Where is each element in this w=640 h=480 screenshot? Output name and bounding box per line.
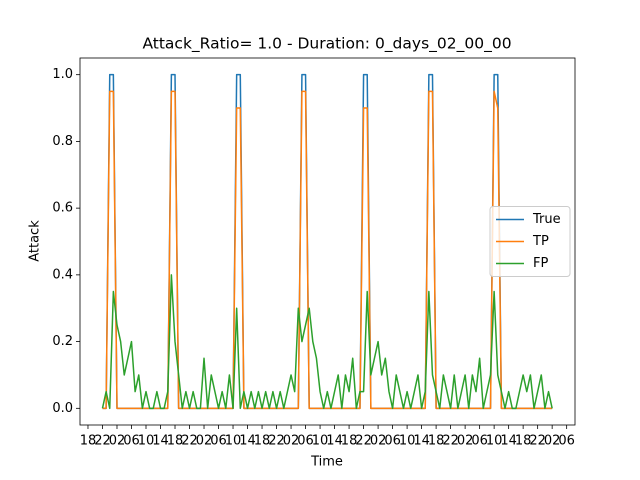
legend-label: TP xyxy=(532,234,549,249)
x-tick-label: 06 xyxy=(471,434,488,449)
x-tick-label: 14 xyxy=(239,434,256,449)
y-tick-label: 1.0 xyxy=(52,67,73,82)
x-tick-label: 22 xyxy=(442,434,459,449)
legend-label: FP xyxy=(533,256,548,271)
x-tick-label: 10 xyxy=(399,434,416,449)
y-tick-label: 0.2 xyxy=(52,334,73,349)
x-tick-label: 14 xyxy=(326,434,343,449)
plot-frame xyxy=(79,57,576,426)
x-tick-label: 02 xyxy=(196,434,213,449)
x-tick-label: 02 xyxy=(370,434,387,449)
y-tick-label: 0.0 xyxy=(52,401,73,416)
series-line xyxy=(101,274,553,410)
x-tick-label: 18 xyxy=(254,434,271,449)
x-tick-label: 18 xyxy=(515,434,532,449)
x-tick-label: 06 xyxy=(297,434,314,449)
x-tick-label: 14 xyxy=(413,434,430,449)
x-axis-label: Time xyxy=(310,455,343,470)
x-tick-label: 18 xyxy=(428,434,445,449)
x-tick-label: 10 xyxy=(312,434,329,449)
x-tick-label: 10 xyxy=(486,434,503,449)
x-tick-label: 18 xyxy=(80,434,97,449)
legend-box xyxy=(489,206,571,277)
x-tick-label: 22 xyxy=(181,434,198,449)
y-tick-label: 0.8 xyxy=(52,134,73,149)
x-tick-label: 14 xyxy=(152,434,169,449)
x-tick-label: 22 xyxy=(94,434,111,449)
y-tick-label: 0.6 xyxy=(52,201,73,216)
x-tick-label: 06 xyxy=(123,434,140,449)
x-tick-label: 10 xyxy=(225,434,242,449)
x-tick-label: 02 xyxy=(457,434,474,449)
x-tick-label: 06 xyxy=(384,434,401,449)
x-tick-label: 06 xyxy=(210,434,227,449)
x-tick-label: 02 xyxy=(109,434,126,449)
x-tick-label: 22 xyxy=(355,434,372,449)
chart-title: Attack_Ratio= 1.0 - Duration: 0_days_02_… xyxy=(142,35,511,54)
y-axis-label: Attack xyxy=(28,220,43,262)
x-tick-label: 14 xyxy=(500,434,517,449)
y-tick-label: 0.4 xyxy=(52,267,73,282)
series-line xyxy=(102,90,553,410)
x-tick-label: 22 xyxy=(268,434,285,449)
x-tick-label: 02 xyxy=(283,434,300,449)
x-tick-label: 18 xyxy=(167,434,184,449)
x-tick-label: 22 xyxy=(529,434,546,449)
x-tick-label: 10 xyxy=(138,434,155,449)
x-tick-label: 02 xyxy=(544,434,561,449)
x-tick-label: 06 xyxy=(558,434,575,449)
x-tick-label: 18 xyxy=(341,434,358,449)
legend-label: True xyxy=(532,212,561,227)
